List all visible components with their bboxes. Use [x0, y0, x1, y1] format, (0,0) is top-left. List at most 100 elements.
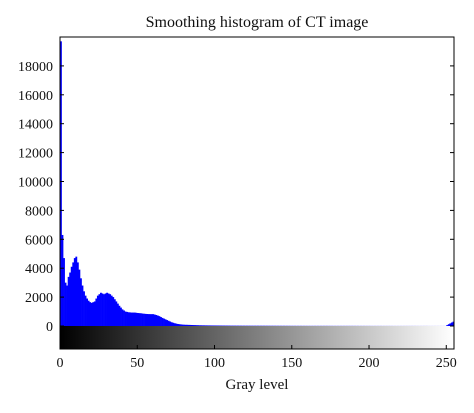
histogram-bar: [67, 276, 70, 326]
histogram-bar: [207, 325, 210, 327]
histogram-bar: [169, 321, 172, 326]
histogram-bar: [150, 314, 153, 326]
y-tick-label: 14000: [18, 118, 53, 133]
histogram-bar: [89, 302, 92, 326]
histogram-bar: [161, 317, 164, 326]
histogram-bar: [132, 312, 135, 326]
histogram-bar: [121, 309, 124, 326]
histogram-bar: [203, 325, 205, 327]
x-tick-label: 250: [436, 356, 457, 371]
histogram-bar: [198, 325, 201, 327]
histogram-bar: [120, 307, 122, 326]
y-tick-label: 4000: [25, 262, 53, 277]
histogram-bar: [84, 295, 87, 326]
histogram-bar: [180, 324, 182, 326]
histogram-bar: [163, 318, 165, 326]
x-axis: 0 50 100 150 200 250: [57, 345, 457, 371]
histogram-bar: [156, 315, 159, 326]
y-tick-label: 12000: [18, 147, 53, 162]
histogram-bar: [76, 262, 79, 326]
histogram-bar: [210, 325, 213, 327]
histogram-bar: [216, 325, 219, 327]
histogram-bar: [138, 313, 141, 326]
histogram-bar: [96, 295, 99, 326]
histogram-bar: [149, 314, 152, 326]
histogram-bar: [78, 269, 81, 326]
histogram-bar: [70, 266, 73, 326]
histogram-bar: [176, 323, 179, 326]
histogram-bar: [63, 258, 65, 326]
histogram-bar: [220, 325, 222, 327]
histogram-bar: [98, 294, 101, 326]
histogram-bar: [195, 325, 198, 326]
histogram-bar: [170, 322, 173, 326]
histogram-bar: [69, 272, 72, 326]
histogram-bar: [218, 325, 221, 327]
histogram-bar: [189, 324, 192, 326]
histogram-bar: [61, 234, 64, 326]
histogram-bar: [173, 323, 176, 326]
histogram-bar: [141, 313, 144, 326]
plot-frame: [59, 36, 455, 350]
histogram-bar: [183, 324, 185, 326]
histogram-bar: [115, 301, 118, 326]
x-tick-label: 100: [204, 356, 225, 371]
histogram-bar: [187, 324, 190, 326]
histogram-bar: [113, 299, 116, 326]
histogram-bar: [204, 325, 207, 327]
plot-area: [60, 37, 454, 349]
histogram-bar: [123, 310, 125, 326]
histogram-bar: [106, 292, 109, 326]
histogram-bar: [100, 292, 102, 326]
histogram-bar: [192, 325, 195, 326]
histogram-bar: [81, 285, 84, 326]
histogram-bar: [164, 319, 167, 326]
histogram-bar: [193, 325, 196, 326]
y-tick-label: 0: [46, 320, 53, 335]
histogram-bar: [153, 314, 156, 326]
histogram-bar: [64, 282, 67, 326]
y-tick-label: 2000: [25, 291, 53, 306]
histogram-bar: [136, 313, 139, 326]
x-axis-label: Gray level: [226, 377, 289, 393]
x-tick-label: 50: [130, 356, 144, 371]
histogram-bar: [221, 325, 224, 327]
histogram-bar: [109, 294, 112, 326]
histogram-bar: [213, 325, 216, 327]
histogram-bar: [167, 320, 170, 326]
histogram-bar: [124, 311, 127, 326]
histogram-bar: [452, 321, 455, 326]
histogram-bar: [104, 293, 107, 326]
histogram-bar: [140, 313, 142, 326]
histogram-bar: [166, 320, 169, 326]
histogram-bar: [116, 303, 119, 326]
histogram-bar: [158, 316, 161, 326]
histogram-bar: [209, 325, 212, 327]
histogram-bar: [449, 323, 452, 326]
histogram-bar: [93, 301, 96, 326]
histogram-bar: [190, 324, 193, 326]
histogram-bar: [66, 285, 68, 326]
x-tick-label: 0: [57, 356, 64, 371]
histogram-bar: [95, 298, 98, 326]
histogram-bar: [147, 314, 150, 326]
histogram-bar: [144, 313, 147, 326]
histogram-bar: [60, 41, 62, 326]
histogram-bar: [118, 305, 121, 326]
histogram-bar: [446, 325, 449, 326]
histogram-bar: [86, 298, 88, 326]
histogram-bar: [212, 325, 215, 327]
histogram-bar: [90, 302, 93, 326]
histogram-bar: [87, 300, 90, 326]
histogram-bar: [215, 325, 218, 327]
histogram-bar: [172, 322, 175, 326]
histogram-bar: [160, 317, 162, 326]
histogram-bar: [450, 322, 453, 326]
histogram-bar: [184, 324, 187, 326]
histogram-bar: [75, 256, 78, 326]
histogram-bar: [206, 325, 209, 327]
histogram-bar: [130, 312, 133, 326]
histogram-bar: [127, 312, 130, 326]
histogram-bars: [60, 41, 455, 327]
histogram-bar: [146, 314, 149, 326]
